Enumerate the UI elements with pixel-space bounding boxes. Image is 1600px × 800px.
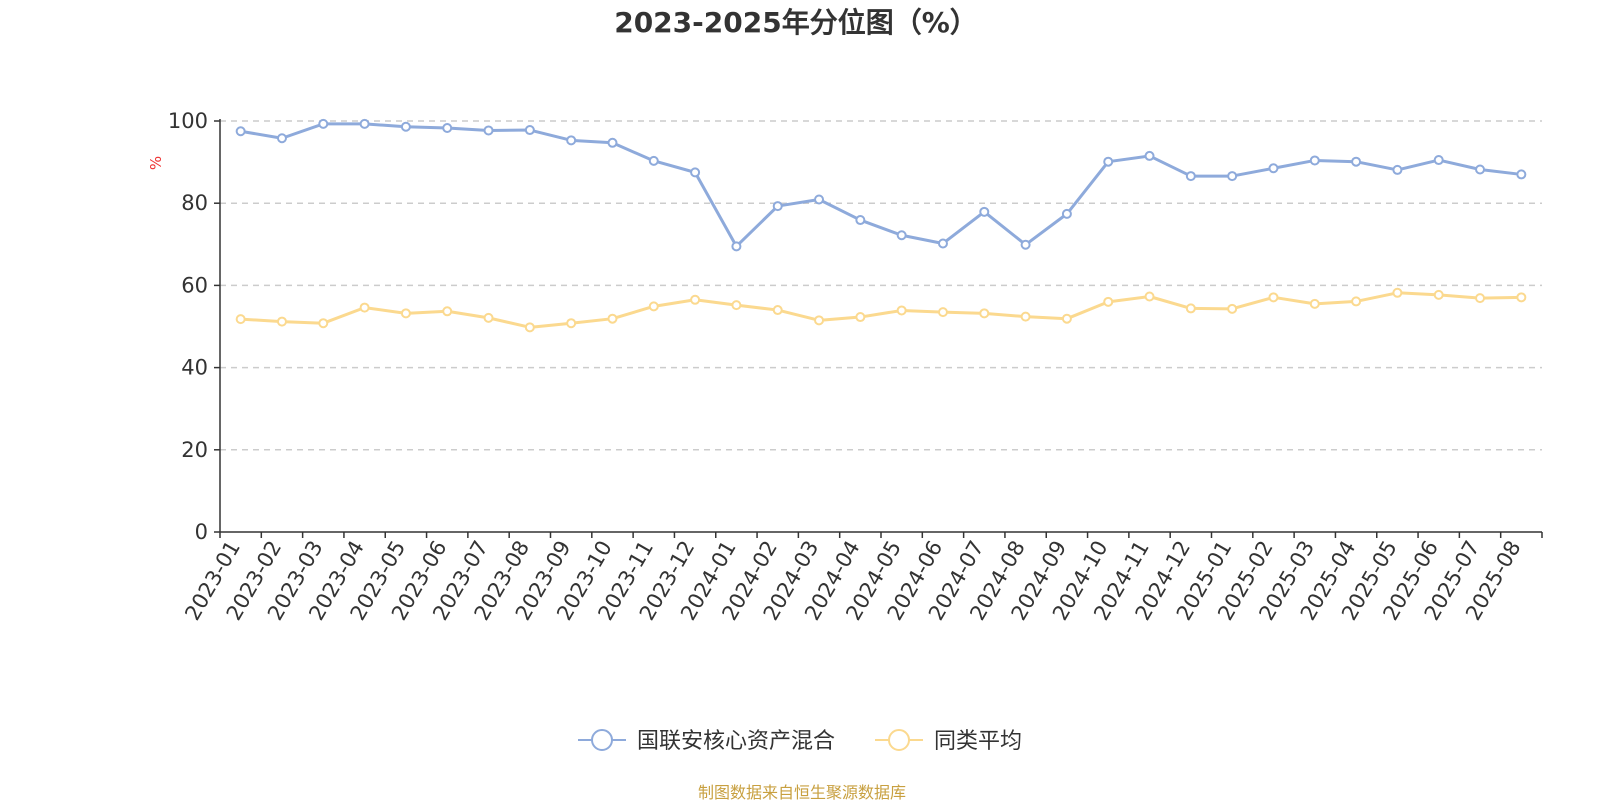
data-point[interactable] <box>607 137 618 148</box>
y-tick-label: 0 <box>195 520 208 544</box>
source-note: 制图数据来自恒生聚源数据库 <box>698 783 906 800</box>
data-point[interactable] <box>442 306 453 317</box>
data-point[interactable] <box>276 133 287 144</box>
data-point[interactable] <box>235 314 246 325</box>
data-point[interactable] <box>1268 163 1279 174</box>
legend-marker-0 <box>591 729 613 751</box>
data-point[interactable] <box>855 215 866 226</box>
data-point[interactable] <box>1309 298 1320 309</box>
data-point[interactable] <box>359 302 370 313</box>
data-point[interactable] <box>1351 156 1362 167</box>
data-point[interactable] <box>1433 289 1444 300</box>
data-point[interactable] <box>937 238 948 249</box>
legend: 国联安核心资产混合 同类平均 <box>578 729 1022 754</box>
data-point[interactable] <box>566 135 577 146</box>
data-point[interactable] <box>1227 171 1238 182</box>
data-point[interactable] <box>648 301 659 312</box>
data-point[interactable] <box>814 194 825 205</box>
y-tick-label: 20 <box>181 438 208 462</box>
data-point[interactable] <box>1351 296 1362 307</box>
data-point[interactable] <box>937 307 948 318</box>
data-point[interactable] <box>566 318 577 329</box>
data-point[interactable] <box>690 294 701 305</box>
data-point[interactable] <box>1309 155 1320 166</box>
data-point[interactable] <box>1103 296 1114 307</box>
y-tick-label: 80 <box>181 191 208 215</box>
data-point[interactable] <box>1516 169 1527 180</box>
data-point[interactable] <box>1020 311 1031 322</box>
data-point[interactable] <box>442 122 453 133</box>
chart-title: 2023-2025年分位图（%） <box>614 6 978 39</box>
data-point[interactable] <box>979 206 990 217</box>
series-layer <box>235 118 1527 333</box>
data-point[interactable] <box>524 322 535 333</box>
data-point[interactable] <box>1227 303 1238 314</box>
legend-item-0[interactable]: 国联安核心资产混合 <box>578 729 835 754</box>
data-point[interactable] <box>483 125 494 136</box>
data-point[interactable] <box>607 313 618 324</box>
data-point[interactable] <box>690 167 701 178</box>
axes: 0204060801002023-012023-022023-032023-04… <box>168 109 1543 624</box>
data-point[interactable] <box>400 121 411 132</box>
data-point[interactable] <box>1061 313 1072 324</box>
data-point[interactable] <box>400 308 411 319</box>
data-point[interactable] <box>772 305 783 316</box>
data-point[interactable] <box>1475 164 1486 175</box>
data-point[interactable] <box>772 201 783 212</box>
series-1 <box>235 287 1527 333</box>
data-point[interactable] <box>318 118 329 129</box>
data-point[interactable] <box>731 241 742 252</box>
data-point[interactable] <box>1185 303 1196 314</box>
y-tick-label: 100 <box>168 109 208 133</box>
data-point[interactable] <box>1268 292 1279 303</box>
data-point[interactable] <box>1103 156 1114 167</box>
y-tick-label: 40 <box>181 356 208 380</box>
legend-label-1: 同类平均 <box>934 729 1022 754</box>
data-point[interactable] <box>731 300 742 311</box>
data-point[interactable] <box>318 318 329 329</box>
data-point[interactable] <box>276 316 287 327</box>
data-point[interactable] <box>1020 239 1031 250</box>
legend-item-1[interactable]: 同类平均 <box>875 729 1022 754</box>
data-point[interactable] <box>648 155 659 166</box>
data-point[interactable] <box>1144 150 1155 161</box>
data-point[interactable] <box>1392 287 1403 298</box>
data-point[interactable] <box>524 125 535 136</box>
data-point[interactable] <box>1185 171 1196 182</box>
data-point[interactable] <box>1392 164 1403 175</box>
legend-label-0: 国联安核心资产混合 <box>637 729 835 754</box>
data-point[interactable] <box>979 308 990 319</box>
series-0 <box>235 118 1527 252</box>
data-point[interactable] <box>1144 291 1155 302</box>
grid <box>220 120 1542 451</box>
data-point[interactable] <box>359 118 370 129</box>
data-point[interactable] <box>483 312 494 323</box>
y-tick-label: 60 <box>181 273 208 297</box>
series-line-1 <box>240 291 1522 329</box>
series-line-0 <box>240 122 1522 248</box>
data-point[interactable] <box>1475 293 1486 304</box>
data-point[interactable] <box>1433 155 1444 166</box>
y-axis-label: % <box>147 156 165 170</box>
data-point[interactable] <box>235 126 246 137</box>
legend-marker-1 <box>888 729 910 751</box>
data-point[interactable] <box>855 312 866 323</box>
data-point[interactable] <box>896 230 907 241</box>
data-point[interactable] <box>1061 208 1072 219</box>
data-point[interactable] <box>814 315 825 326</box>
data-point[interactable] <box>1516 292 1527 303</box>
data-point[interactable] <box>896 305 907 316</box>
